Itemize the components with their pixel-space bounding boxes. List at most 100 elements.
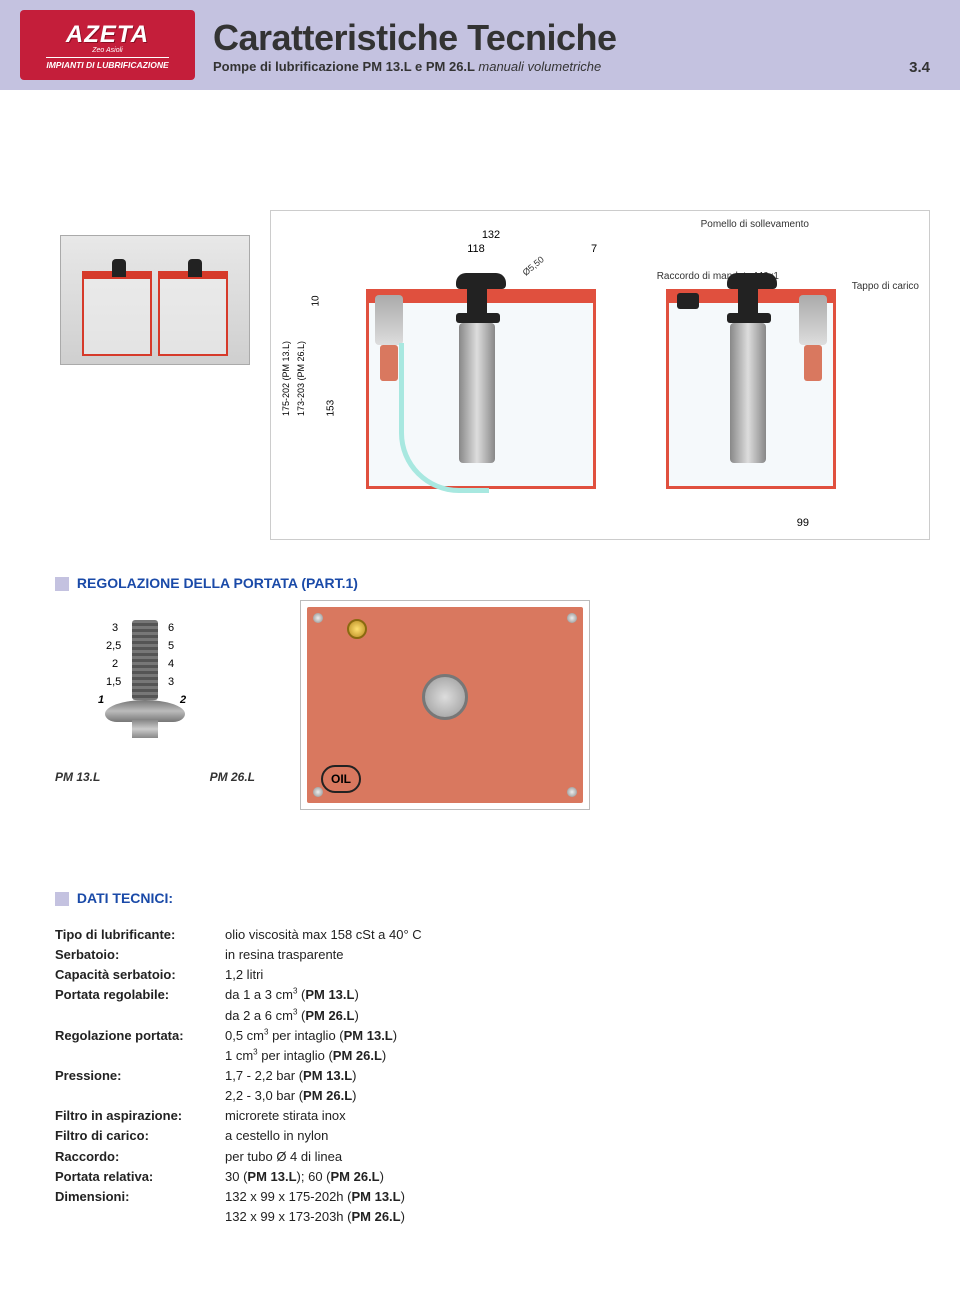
specs-table: Tipo di lubrificante:olio viscosità max …	[55, 925, 422, 1227]
logo-main-text: AZETA	[66, 21, 149, 49]
spec-key	[55, 1086, 225, 1106]
knob-diagram: 3 6 2,5 5 2 4 1,5 3 1 2	[70, 620, 220, 760]
spec-key: Capacità serbatoio:	[55, 965, 225, 985]
spec-value: 132 x 99 x 173-203h (PM 26.L)	[225, 1207, 405, 1227]
subtitle-bold: Pompe di lubrificazione PM 13.L e PM 26.…	[213, 59, 475, 74]
screw-icon	[567, 787, 577, 797]
spec-key	[55, 1046, 225, 1066]
scale-l-2: 2	[112, 658, 118, 670]
spec-key: Filtro di carico:	[55, 1126, 225, 1146]
scale-l-0: 3	[112, 622, 118, 634]
center-port-icon	[422, 674, 468, 720]
spec-key	[55, 1207, 225, 1227]
spec-row: da 2 a 6 cm3 (PM 26.L)	[55, 1006, 422, 1026]
brand-logo: AZETA Zeo Asioli IMPIANTI DI LUBRIFICAZI…	[20, 10, 195, 80]
dim-7: 7	[591, 243, 597, 255]
screw-icon	[313, 613, 323, 623]
knob-model-labels: PM 13.L PM 26.L	[55, 770, 255, 784]
spec-row: Dimensioni:132 x 99 x 175-202h (PM 13.L)	[55, 1187, 422, 1207]
spec-row: Capacità serbatoio:1,2 litri	[55, 965, 422, 985]
spec-value: da 2 a 6 cm3 (PM 26.L)	[225, 1006, 359, 1026]
spec-row: Raccordo:per tubo Ø 4 di linea	[55, 1147, 422, 1167]
spec-key	[55, 1006, 225, 1026]
scale-r-0: 6	[168, 622, 174, 634]
technical-drawing: 132 118 7 10 175-202 (PM 13.L) 173-203 (…	[270, 210, 930, 540]
spec-key: Regolazione portata:	[55, 1026, 225, 1046]
pump-body-side	[727, 273, 769, 473]
spec-row: Portata regolabile:da 1 a 3 cm3 (PM 13.L…	[55, 985, 422, 1005]
spec-key: Portata regolabile:	[55, 985, 225, 1005]
spec-value: 1 cm3 per intaglio (PM 26.L)	[225, 1046, 386, 1066]
spec-value: microrete stirata inox	[225, 1106, 346, 1126]
fill-cap-icon	[677, 293, 699, 309]
spec-key: Raccordo:	[55, 1147, 225, 1167]
knob-stem	[132, 620, 158, 700]
dim-diagonal: Ø5,50	[521, 254, 546, 277]
screw-icon	[567, 613, 577, 623]
dim-153: 153	[326, 400, 337, 417]
scale-r-1: 5	[168, 640, 174, 652]
scale-l-4: 1	[98, 694, 104, 706]
spec-row: Serbatoio:in resina trasparente	[55, 945, 422, 965]
drawing-tank-front	[366, 289, 596, 489]
spec-row: Filtro di carico:a cestello in nylon	[55, 1126, 422, 1146]
page-number: 3.4	[909, 59, 930, 76]
spec-key: Pressione:	[55, 1066, 225, 1086]
dim-118: 118	[366, 243, 586, 255]
photo-tank-left	[82, 271, 152, 356]
scale-r-3: 3	[168, 676, 174, 688]
spec-key: Dimensioni:	[55, 1187, 225, 1207]
spec-row: Portata relativa:30 (PM 13.L); 60 (PM 26…	[55, 1167, 422, 1187]
knob-label-left: PM 13.L	[55, 770, 100, 784]
fitting-right	[799, 295, 827, 345]
logo-tagline: IMPIANTI DI LUBRIFICAZIONE	[46, 57, 168, 70]
brass-plug-icon	[347, 619, 367, 639]
dim-h2: 173-203 (PM 26.L)	[296, 341, 306, 416]
spec-value: olio viscosità max 158 cSt a 40° C	[225, 925, 422, 945]
subtitle-italic: manuali volumetriche	[478, 59, 601, 74]
fitting-left	[375, 295, 403, 345]
header-bar: AZETA Zeo Asioli IMPIANTI DI LUBRIFICAZI…	[0, 0, 960, 90]
bottom-plate: OIL	[307, 607, 583, 803]
heading-regolazione-text: REGOLAZIONE DELLA PORTATA (PART.1)	[77, 575, 358, 591]
spec-value: 2,2 - 3,0 bar (PM 26.L)	[225, 1086, 357, 1106]
drawing-tank-side	[666, 289, 836, 489]
section-marker-icon	[55, 577, 69, 591]
scale-l-1: 2,5	[106, 640, 121, 652]
spec-value: 1,2 litri	[225, 965, 263, 985]
scale-l-3: 1,5	[106, 676, 121, 688]
spec-value: da 1 a 3 cm3 (PM 13.L)	[225, 985, 359, 1005]
spec-key: Tipo di lubrificante:	[55, 925, 225, 945]
scale-r-4: 2	[180, 694, 186, 706]
dim-132: 132	[361, 229, 621, 241]
spec-value: in resina trasparente	[225, 945, 344, 965]
spec-row: 132 x 99 x 173-203h (PM 26.L)	[55, 1207, 422, 1227]
heading-dati: DATI TECNICI:	[55, 890, 173, 906]
spec-row: Regolazione portata:0,5 cm3 per intaglio…	[55, 1026, 422, 1046]
knob-label-right: PM 26.L	[210, 770, 255, 784]
page-subtitle: Pompe di lubrificazione PM 13.L e PM 26.…	[213, 59, 617, 74]
dim-10: 10	[311, 295, 322, 306]
screw-icon	[313, 787, 323, 797]
page-title: Caratteristiche Tecniche	[213, 17, 617, 59]
spec-value: 30 (PM 13.L); 60 (PM 26.L)	[225, 1167, 384, 1187]
spec-row: Tipo di lubrificante:olio viscosità max …	[55, 925, 422, 945]
label-tappo: Tappo di carico	[852, 281, 919, 292]
heading-regolazione: REGOLAZIONE DELLA PORTATA (PART.1)	[55, 575, 358, 591]
spec-key: Filtro in aspirazione:	[55, 1106, 225, 1126]
spec-row: 2,2 - 3,0 bar (PM 26.L)	[55, 1086, 422, 1106]
logo-sub-text: Zeo Asioli	[92, 47, 122, 54]
spec-key: Serbatoio:	[55, 945, 225, 965]
spec-value: a cestello in nylon	[225, 1126, 328, 1146]
oil-badge: OIL	[321, 765, 361, 793]
knob-neck	[132, 720, 158, 738]
dim-h1: 175-202 (PM 13.L)	[281, 341, 291, 416]
knob-cap	[105, 700, 185, 722]
title-block: Caratteristiche Tecniche Pompe di lubrif…	[213, 17, 617, 74]
spec-row: 1 cm3 per intaglio (PM 26.L)	[55, 1046, 422, 1066]
spec-value: per tubo Ø 4 di linea	[225, 1147, 342, 1167]
label-pomello: Pomello di sollevamento	[701, 219, 809, 230]
photo-tank-right	[158, 271, 228, 356]
bottom-view-drawing: OIL	[300, 600, 590, 810]
product-photo	[60, 235, 250, 365]
